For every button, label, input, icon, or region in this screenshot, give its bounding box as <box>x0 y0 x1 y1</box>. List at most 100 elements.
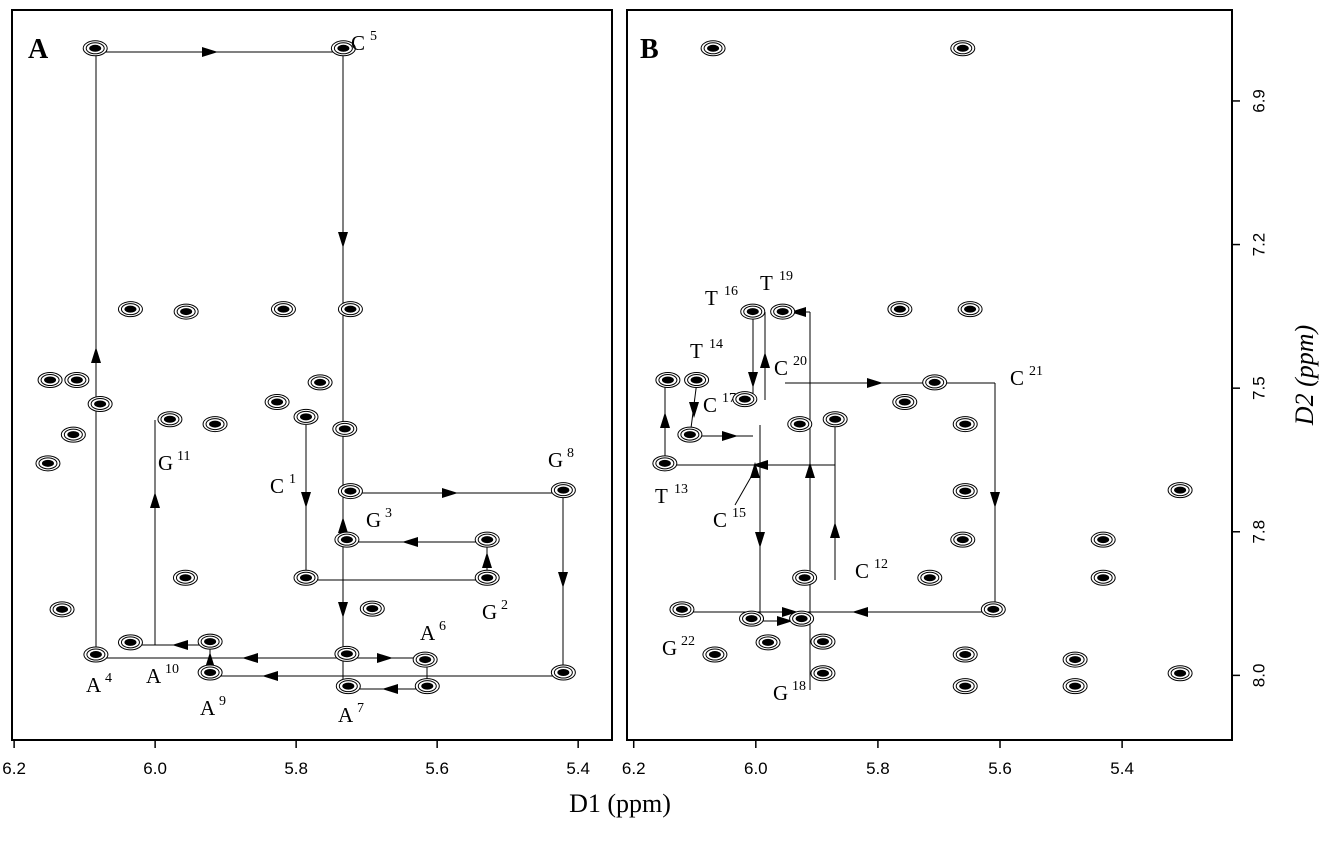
peak <box>739 610 765 627</box>
arrow-head <box>91 347 101 363</box>
contour-core <box>959 682 972 690</box>
peak <box>202 416 228 433</box>
peak <box>264 394 290 411</box>
peak <box>172 569 198 586</box>
contour <box>758 636 778 649</box>
contour <box>200 635 220 648</box>
peak-label-sup: 22 <box>681 634 695 649</box>
contour <box>120 636 140 649</box>
x-tick-label: 6.2 <box>622 759 646 778</box>
contour-core <box>67 431 80 439</box>
contour-core <box>344 487 357 495</box>
peak <box>35 455 61 472</box>
arrow-head <box>760 352 770 368</box>
contour <box>687 374 707 387</box>
contour <box>273 303 293 316</box>
peak-label: C <box>774 356 788 380</box>
peak <box>550 482 576 499</box>
contour <box>960 303 980 316</box>
contour <box>705 648 725 661</box>
peak-label: G <box>158 451 173 475</box>
contour-core <box>959 651 972 659</box>
peak <box>60 426 86 443</box>
contour <box>955 418 975 431</box>
peak-label-sup: 1 <box>289 472 296 487</box>
contour-core <box>987 605 1000 613</box>
contour <box>120 303 140 316</box>
contour-core <box>738 395 751 403</box>
peak <box>359 600 385 617</box>
peak-label: C <box>1010 366 1024 390</box>
contour-core <box>1069 682 1082 690</box>
peak <box>892 394 918 411</box>
arrow-head <box>202 47 218 57</box>
peak-label: A <box>200 696 216 720</box>
peak-label-sup: 3 <box>385 506 392 521</box>
contour-core <box>707 44 720 52</box>
peak-label: C <box>703 393 717 417</box>
contour-core <box>1097 536 1110 544</box>
peak <box>655 372 681 389</box>
x-tick-label: 5.8 <box>284 759 308 778</box>
contour <box>743 305 763 318</box>
peak <box>474 531 500 548</box>
x-axis-label: D1 (ppm) <box>569 789 671 818</box>
peak-label-sup: 11 <box>177 449 190 464</box>
peak <box>732 391 758 408</box>
arrow-head <box>242 653 258 663</box>
peak-label-sup: 10 <box>165 662 179 677</box>
arrow-head <box>338 602 348 618</box>
peak <box>952 678 978 695</box>
peak <box>652 455 678 472</box>
arrow-head <box>338 517 348 533</box>
peak-label-sup: 4 <box>105 671 112 686</box>
contour-core <box>829 415 842 423</box>
peak <box>755 634 781 651</box>
contour <box>953 42 973 55</box>
contour-core <box>816 669 829 677</box>
peak <box>810 665 836 682</box>
contour <box>955 485 975 498</box>
contour <box>477 533 497 546</box>
contour-core <box>366 605 379 613</box>
arrow-head <box>660 412 670 428</box>
peak-label-sup: 15 <box>732 506 746 521</box>
arrow-head <box>338 232 348 248</box>
peak-label: G <box>548 448 563 472</box>
peak-label-sup: 21 <box>1029 364 1043 379</box>
contour-core <box>340 650 353 658</box>
contour <box>296 571 316 584</box>
contour <box>735 393 755 406</box>
peak <box>64 372 90 389</box>
contour <box>773 305 793 318</box>
contour <box>790 418 810 431</box>
contour-core <box>928 378 941 386</box>
contour-core <box>746 308 759 316</box>
arrow-head <box>150 492 160 508</box>
contour <box>340 303 360 316</box>
arrow-head <box>262 671 278 681</box>
contour-core <box>893 305 906 313</box>
peak <box>922 374 948 391</box>
x-tick-label: 6.0 <box>143 759 167 778</box>
contour-core <box>795 615 808 623</box>
contour <box>337 533 357 546</box>
peak <box>677 426 703 443</box>
peak-label: G <box>662 636 677 660</box>
contour <box>655 457 675 470</box>
contour <box>1065 653 1085 666</box>
peak <box>414 678 440 695</box>
contour-core <box>337 44 350 52</box>
contour <box>205 418 225 431</box>
peak <box>980 601 1006 618</box>
arrow-head <box>777 616 793 626</box>
peak <box>792 569 818 586</box>
contour <box>160 413 180 426</box>
peak-label: C <box>855 559 869 583</box>
peak <box>337 301 363 318</box>
panel-label: B <box>640 34 659 65</box>
arrow-head <box>377 653 393 663</box>
peak-label: A <box>86 673 102 697</box>
contour <box>340 485 360 498</box>
arrow-head <box>205 652 215 668</box>
